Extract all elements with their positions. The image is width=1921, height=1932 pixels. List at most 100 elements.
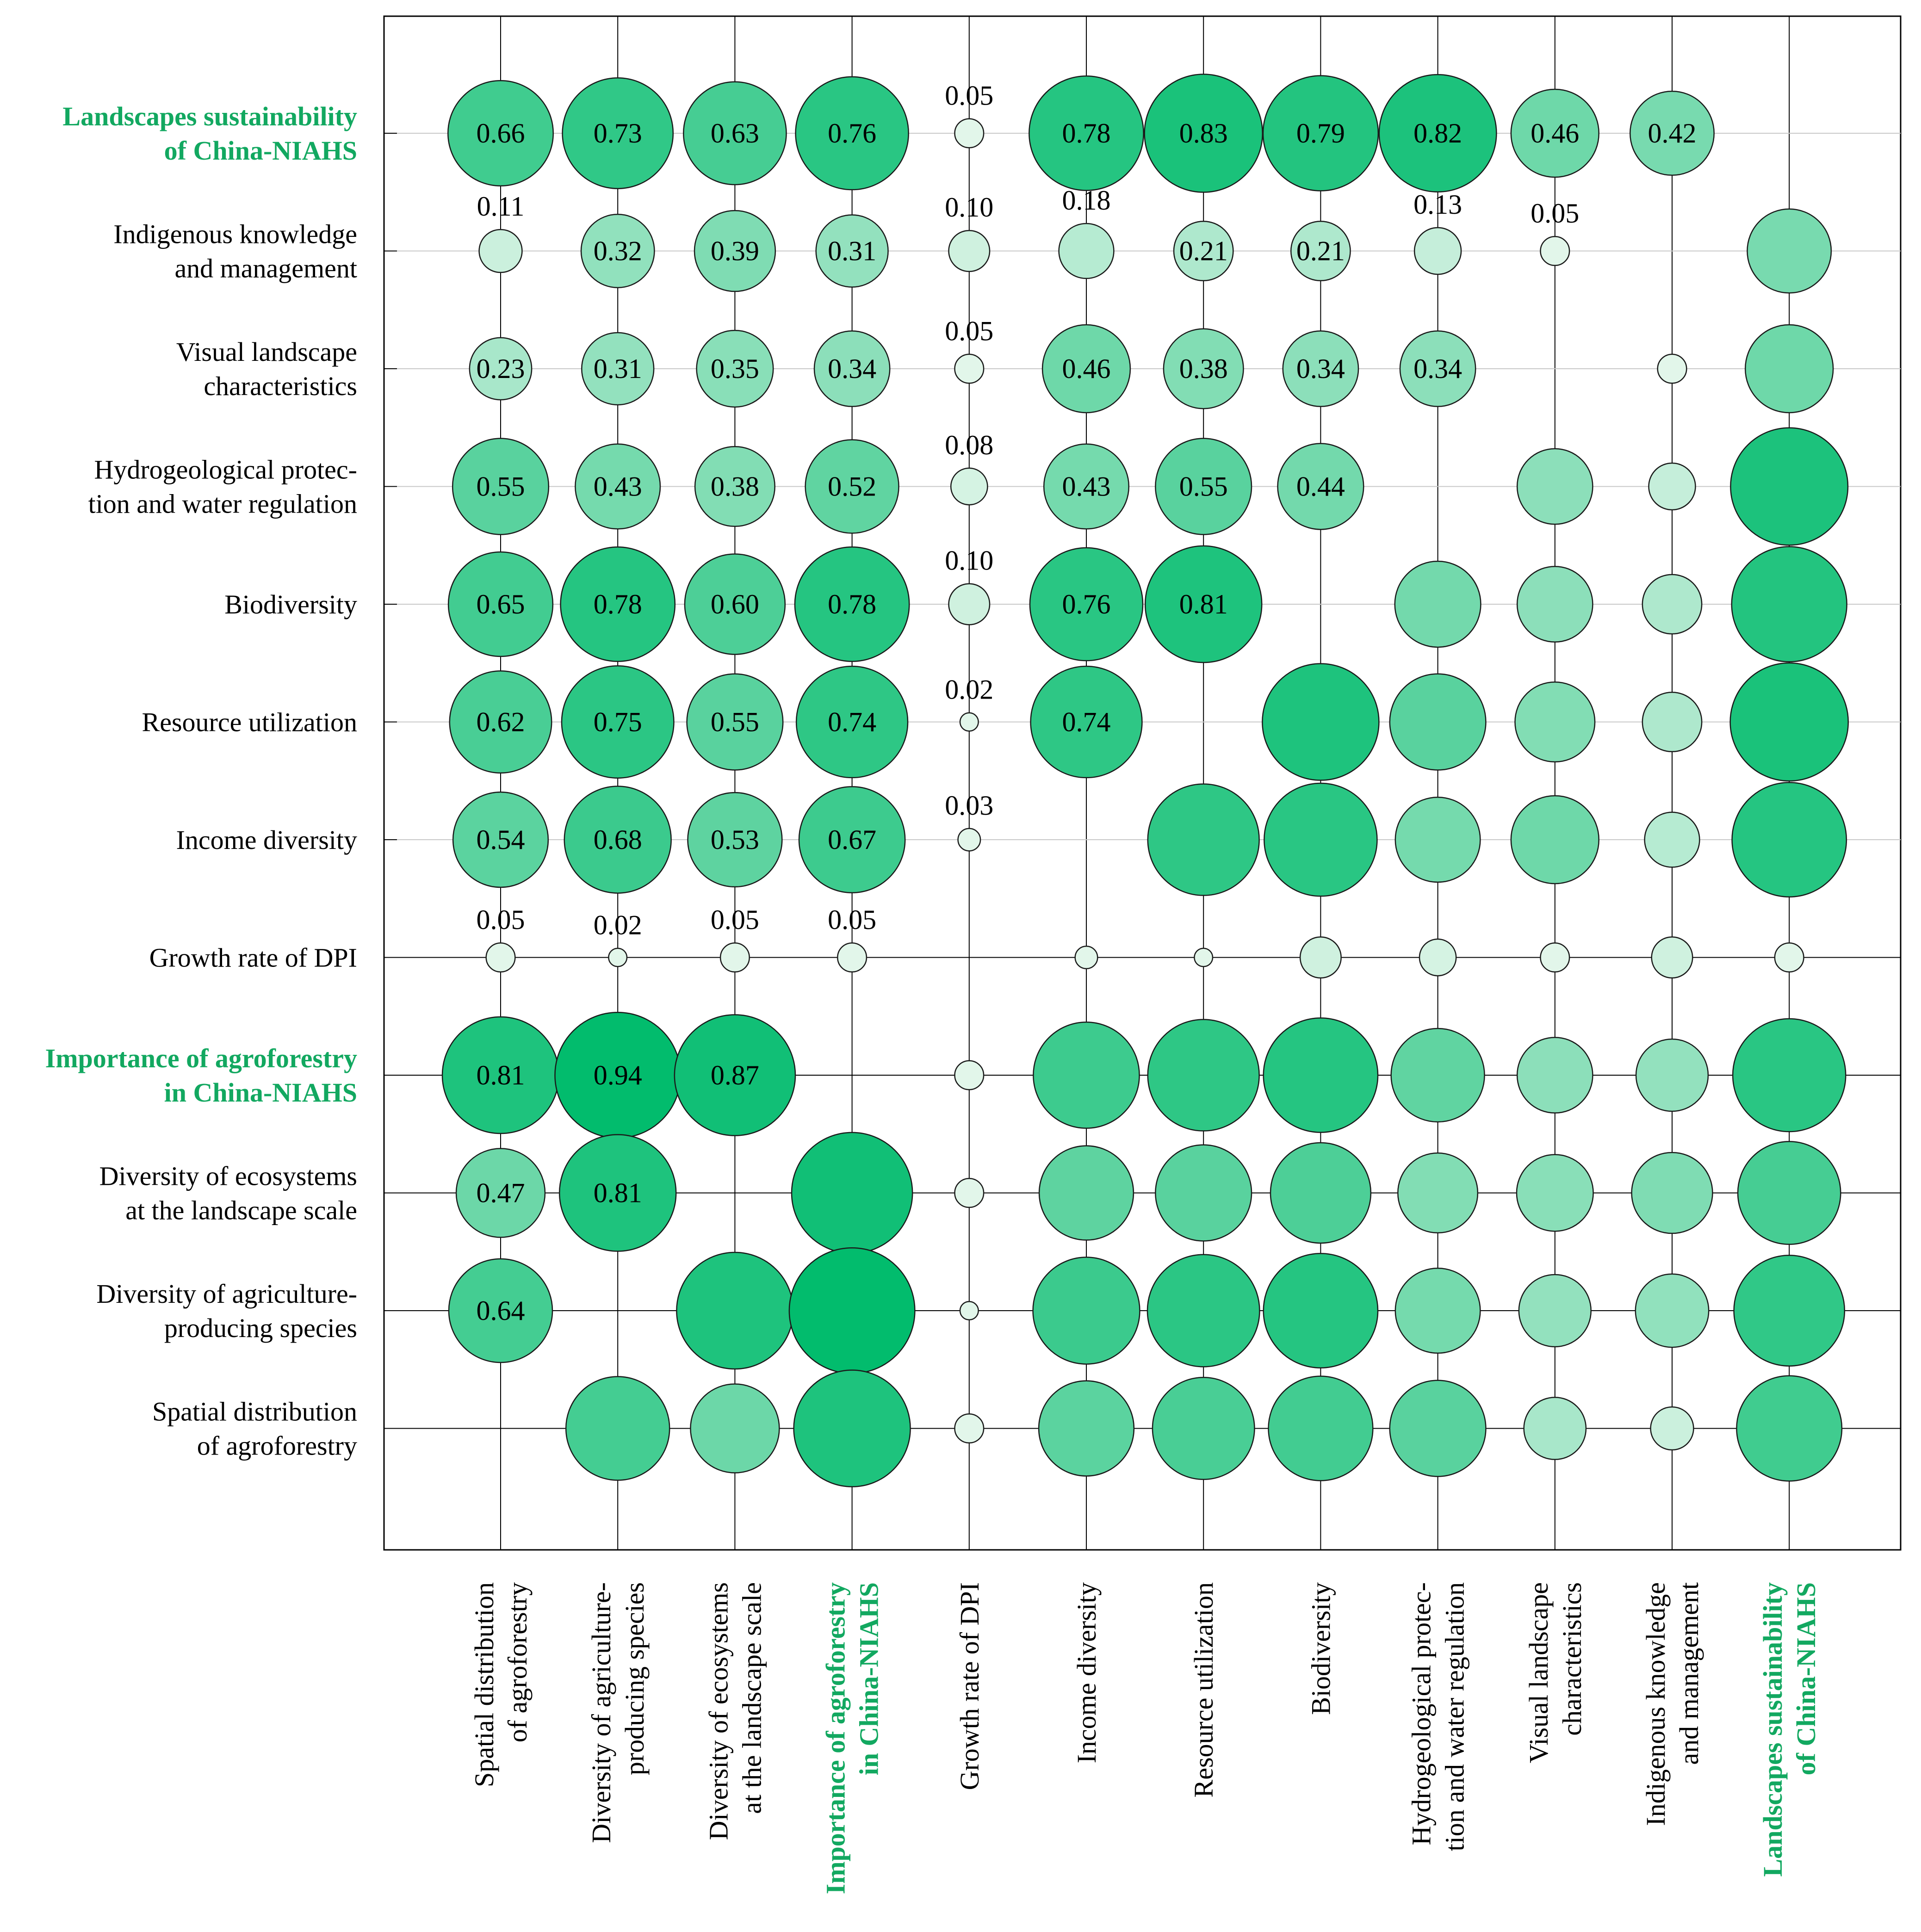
column-label-landscapes-sustainability-of-china-niahs: Landscapes sustainability of China-NIAHS	[1758, 1582, 1821, 1877]
bubble-diversity-of-ecosystems-at-the-landscape-scale-x-biodiversity	[1270, 1142, 1372, 1244]
column-label-text: Resource utilization	[1189, 1582, 1219, 1797]
value-label-visual-landscape-characteristics-x-spatial-distribution-of-agroforestry: 0.23	[477, 353, 525, 384]
value-label-growth-rate-of-dpi-x-diversity-of-agriculture-producing-species: 0.02	[594, 910, 642, 941]
bubble-hydrogeological-protection-and-water-regulation-x-visual-landscape-characteristics	[1516, 448, 1593, 525]
value-label-landscapes-sustainability-of-china-niahs-x-hydrogeological-protection-and-water-regulation: 0.82	[1413, 118, 1462, 149]
bubble-visual-landscape-characteristics-x-spatial-distribution-of-agroforestry	[469, 337, 533, 401]
bubble-growth-rate-of-dpi-x-biodiversity	[1299, 936, 1342, 979]
bubble-hydrogeological-protection-and-water-regulation-x-income-diversity	[1043, 443, 1130, 530]
bubble-indigenous-knowledge-and-management-x-resource-utilization	[1173, 221, 1234, 281]
value-label-resource-utilization-x-spatial-distribution-of-agroforestry: 0.62	[477, 707, 525, 737]
column-label-layer: Spatial distribution of agroforestry Diver…	[469, 1582, 1821, 1894]
bubble-diversity-of-ecosystems-at-the-landscape-scale-x-importance-of-agroforestry-in-china-niahs	[791, 1132, 913, 1254]
bubble-hydrogeological-protection-and-water-regulation-x-resource-utilization	[1155, 438, 1252, 535]
bubble-growth-rate-of-dpi-x-spatial-distribution-of-agroforestry	[485, 942, 516, 973]
value-label-landscapes-sustainability-of-china-niahs-x-biodiversity: 0.79	[1296, 118, 1345, 149]
bubble-income-diversity-x-diversity-of-ecosystems-at-the-landscape-scale	[687, 792, 783, 888]
bubble-income-diversity-x-landscapes-sustainability-of-china-niahs	[1731, 782, 1847, 898]
row-label-diversity-of-ecosystems-at-the-landscape-scale: Diversity of ecosystems at the landscape …	[99, 1161, 357, 1226]
bubble-resource-utilization-x-income-diversity	[1030, 665, 1143, 779]
bubble-biodiversity-x-indigenous-knowledge-and-management	[1642, 574, 1703, 635]
value-label-indigenous-knowledge-and-management-x-visual-landscape-characteristics: 0.05	[1531, 198, 1579, 229]
bubble-landscapes-sustainability-of-china-niahs-x-spatial-distribution-of-agroforestry	[447, 80, 554, 186]
value-label-biodiversity-x-diversity-of-agriculture-producing-species: 0.78	[594, 589, 642, 619]
column-label-income-diversity: Income diversity	[1072, 1582, 1102, 1763]
bubble-income-diversity-x-growth-rate-of-dpi	[957, 828, 981, 852]
value-label-resource-utilization-x-importance-of-agroforestry-in-china-niahs: 0.74	[828, 707, 876, 737]
value-label-growth-rate-of-dpi-x-spatial-distribution-of-agroforestry: 0.05	[477, 904, 525, 935]
bubble-income-diversity-x-resource-utilization	[1147, 783, 1260, 896]
value-label-visual-landscape-characteristics-x-growth-rate-of-dpi: 0.05	[945, 316, 993, 347]
bubble-income-diversity-x-diversity-of-agriculture-producing-species	[564, 786, 672, 894]
value-label-visual-landscape-characteristics-x-importance-of-agroforestry-in-china-niahs: 0.34	[828, 353, 876, 384]
bubble-landscapes-sustainability-of-china-niahs-x-biodiversity	[1262, 75, 1379, 192]
bubble-visual-landscape-characteristics-x-landscapes-sustainability-of-china-niahs	[1744, 324, 1834, 414]
bubble-spatial-distribution-of-agroforestry-x-resource-utilization	[1152, 1377, 1255, 1480]
value-label-income-diversity-x-diversity-of-agriculture-producing-species: 0.68	[594, 824, 642, 855]
value-label-income-diversity-x-spatial-distribution-of-agroforestry: 0.54	[477, 824, 525, 855]
row-label-hydrogeological-protec-tion-and-water-regulation: Hydrogeological protec-tion and water re…	[88, 455, 357, 519]
value-label-landscapes-sustainability-of-china-niahs-x-growth-rate-of-dpi: 0.05	[945, 80, 993, 111]
bubble-landscapes-sustainability-of-china-niahs-x-importance-of-agroforestry-in-china-niahs	[795, 76, 909, 191]
value-label-hydrogeological-protection-and-water-regulation-x-diversity-of-ecosystems-at-the-landscape-scale: 0.38	[711, 471, 759, 502]
column-label-biodiversity: Biodiversity	[1306, 1582, 1336, 1715]
bubble-growth-rate-of-dpi-x-resource-utilization	[1194, 947, 1214, 967]
column-label-text: Diversity of agriculture-producing speci…	[586, 1582, 650, 1843]
value-label-hydrogeological-protection-and-water-regulation-x-biodiversity: 0.44	[1296, 471, 1345, 502]
value-label-indigenous-knowledge-and-management-x-resource-utilization: 0.21	[1179, 236, 1228, 266]
bubble-diversity-of-ecosystems-at-the-landscape-scale-x-resource-utilization	[1155, 1144, 1252, 1242]
bubble-importance-of-agroforestry-in-china-niahs-x-landscapes-sustainability-of-china-niahs	[1732, 1018, 1847, 1133]
value-label-income-diversity-x-growth-rate-of-dpi: 0.03	[945, 790, 993, 821]
value-label-landscapes-sustainability-of-china-niahs-x-diversity-of-ecosystems-at-the-landscape-scale: 0.63	[711, 118, 759, 149]
row-label-layer: Landscapes sustainability of China-NIAHS I…	[45, 101, 357, 1461]
value-label-layer: 0.66 0.73 0.63 0.76 0.05 0.78 0.83 0.79 0.82 0.46…	[477, 80, 1697, 1326]
column-label-text: Indigenous knowledge and management	[1641, 1582, 1704, 1826]
bubble-diversity-of-agriculture-producing-species-x-landscapes-sustainability-of-china-niahs	[1733, 1255, 1846, 1367]
value-label-visual-landscape-characteristics-x-biodiversity: 0.34	[1296, 353, 1345, 384]
bubble-resource-utilization-x-biodiversity	[1262, 663, 1380, 781]
bubble-resource-utilization-x-importance-of-agroforestry-in-china-niahs	[795, 665, 909, 779]
bubble-resource-utilization-x-diversity-of-ecosystems-at-the-landscape-scale	[686, 673, 784, 771]
bubble-income-diversity-x-visual-landscape-characteristics	[1510, 795, 1600, 885]
row-label-income-diversity: Income diversity	[176, 825, 357, 855]
bubble-diversity-of-agriculture-producing-species-x-spatial-distribution-of-agroforestry	[448, 1258, 553, 1363]
plot-frame	[383, 15, 1902, 1551]
bubble-diversity-of-agriculture-producing-species-x-hydrogeological-protection-and-water-regulation	[1394, 1267, 1481, 1354]
value-label-landscapes-sustainability-of-china-niahs-x-diversity-of-agriculture-producing-species: 0.73	[594, 118, 642, 149]
bubble-importance-of-agroforestry-in-china-niahs-x-indigenous-knowledge-and-management	[1635, 1038, 1709, 1112]
value-label-landscapes-sustainability-of-china-niahs-x-importance-of-agroforestry-in-china-niahs: 0.76	[828, 118, 876, 149]
value-label-resource-utilization-x-diversity-of-agriculture-producing-species: 0.75	[594, 707, 642, 737]
value-label-hydrogeological-protection-and-water-regulation-x-growth-rate-of-dpi: 0.08	[945, 430, 993, 460]
bubble-landscapes-sustainability-of-china-niahs-x-growth-rate-of-dpi	[954, 118, 985, 149]
column-label-text: Diversity of ecosystems at the landscape …	[703, 1582, 767, 1840]
value-label-visual-landscape-characteristics-x-diversity-of-ecosystems-at-the-landscape-scale: 0.35	[711, 353, 759, 384]
bubble-importance-of-agroforestry-in-china-niahs-x-biodiversity	[1263, 1017, 1379, 1133]
bubble-diversity-of-agriculture-producing-species-x-income-diversity	[1032, 1257, 1140, 1365]
row-label-landscapes-sustainability-of-china-niahs: Landscapes sustainability of China-NIAHS	[62, 101, 357, 166]
bubble-resource-utilization-x-spatial-distribution-of-agroforestry	[449, 670, 552, 774]
bubble-diversity-of-ecosystems-at-the-landscape-scale-x-hydrogeological-protection-and-water-regulation	[1397, 1152, 1479, 1234]
bubble-spatial-distribution-of-agroforestry-x-biodiversity	[1268, 1375, 1374, 1481]
bubble-hydrogeological-protection-and-water-regulation-x-diversity-of-agriculture-producing-species	[575, 443, 661, 530]
row-label-resource-utilization: Resource utilization	[142, 707, 357, 737]
column-label-text: Biodiversity	[1306, 1582, 1336, 1715]
bubble-spatial-distribution-of-agroforestry-x-visual-landscape-characteristics	[1523, 1397, 1587, 1460]
bubble-importance-of-agroforestry-in-china-niahs-x-diversity-of-ecosystems-at-the-landscape-scale	[674, 1014, 796, 1136]
bubble-visual-landscape-characteristics-x-hydrogeological-protection-and-water-regulation	[1399, 330, 1476, 407]
bubble-importance-of-agroforestry-in-china-niahs-x-hydrogeological-protection-and-water-regulation	[1390, 1028, 1485, 1123]
value-label-indigenous-knowledge-and-management-x-biodiversity: 0.21	[1296, 236, 1345, 266]
bubble-hydrogeological-protection-and-water-regulation-x-landscapes-sustainability-of-china-niahs	[1730, 427, 1849, 546]
column-label-text: Growth rate of DPI	[954, 1582, 985, 1790]
bubble-spatial-distribution-of-agroforestry-x-income-diversity	[1038, 1380, 1135, 1477]
bubble-biodiversity-x-diversity-of-agriculture-producing-species	[560, 546, 676, 662]
bubble-growth-rate-of-dpi-x-diversity-of-ecosystems-at-the-landscape-scale	[719, 942, 750, 973]
value-label-indigenous-knowledge-and-management-x-hydrogeological-protection-and-water-regulation: 0.13	[1413, 189, 1462, 220]
bubble-visual-landscape-characteristics-x-indigenous-knowledge-and-management	[1657, 353, 1687, 384]
value-label-hydrogeological-protection-and-water-regulation-x-diversity-of-agriculture-producing-species: 0.43	[594, 471, 642, 502]
bubble-indigenous-knowledge-and-management-x-diversity-of-ecosystems-at-the-landscape-scale	[694, 210, 776, 292]
value-label-importance-of-agroforestry-in-china-niahs-x-diversity-of-ecosystems-at-the-landscape-scale: 0.87	[711, 1060, 759, 1090]
column-label-spatial-distribution-of-agroforestry: Spatial distribution of agroforestry	[469, 1582, 533, 1787]
value-label-visual-landscape-characteristics-x-income-diversity: 0.46	[1062, 353, 1111, 384]
bubble-biodiversity-x-landscapes-sustainability-of-china-niahs	[1731, 546, 1847, 663]
